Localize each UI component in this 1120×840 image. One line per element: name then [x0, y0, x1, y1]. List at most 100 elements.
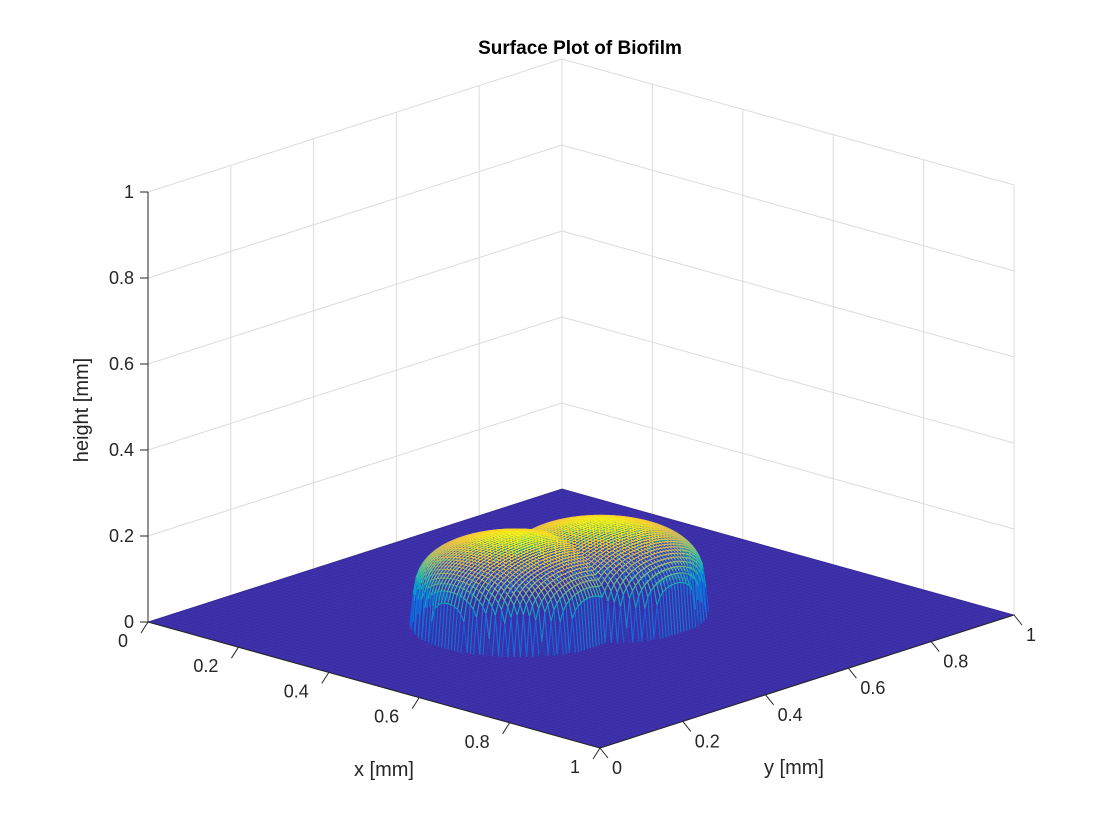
mesh-line: [586, 515, 590, 518]
mesh-line: [436, 565, 441, 571]
mesh-line: [650, 591, 655, 640]
mesh-line: [488, 542, 492, 545]
mesh-line: [647, 581, 652, 592]
mesh-line: [565, 584, 570, 591]
mesh-line: [589, 540, 594, 581]
mesh-line: [458, 575, 873, 709]
mesh-line: [435, 560, 440, 565]
mesh-line: [484, 538, 488, 541]
mesh-line: [463, 550, 468, 554]
mesh-line: [556, 548, 561, 551]
mesh-line: [496, 559, 500, 563]
mesh-line: [490, 535, 494, 539]
gridline: [147, 58, 563, 193]
mesh-line: [526, 555, 531, 559]
mesh-line: [631, 590, 637, 609]
mesh-line: [492, 530, 496, 533]
mesh-line: [605, 519, 609, 522]
mesh-line: [472, 597, 477, 610]
mesh-line: [456, 575, 461, 581]
mesh-line: [515, 591, 930, 725]
mesh-line: [497, 540, 501, 543]
mesh-line: [568, 522, 573, 526]
mesh-line: [463, 544, 467, 548]
mesh-line: [465, 539, 469, 543]
mesh-line: [574, 519, 578, 522]
mesh-line: [540, 526, 544, 529]
mesh-line: [490, 537, 494, 540]
mesh-line: [486, 533, 490, 536]
mesh-line: [509, 565, 513, 569]
mesh-line: [526, 552, 530, 556]
mesh-line: [583, 517, 587, 520]
mesh-line: [543, 542, 548, 545]
mesh-line: [674, 583, 679, 634]
mesh-line: [502, 533, 506, 536]
mesh-line: [452, 539, 456, 542]
mesh-line: [624, 523, 628, 526]
mesh-line: [594, 526, 598, 529]
mesh-line: [504, 529, 508, 532]
mesh-line: [429, 564, 434, 569]
mesh-line: [544, 548, 548, 551]
mesh-line: [580, 520, 585, 523]
mesh-line: [569, 530, 574, 533]
mesh-line: [458, 564, 463, 568]
mesh-line: [635, 607, 640, 643]
mesh-line: [424, 581, 429, 593]
mesh-line: [496, 534, 500, 536]
mesh-line: [567, 538, 572, 542]
mesh-line: [500, 583, 505, 588]
mesh-line: [517, 551, 521, 554]
mesh-line: [494, 581, 499, 586]
mesh-line: [546, 522, 550, 526]
mesh-line: [487, 570, 492, 574]
mesh-line: [547, 604, 552, 622]
mesh-line: [487, 535, 491, 538]
mesh-line: [435, 555, 439, 560]
mesh-line: [589, 516, 593, 519]
mesh-line: [457, 550, 461, 554]
mesh-line: [522, 541, 526, 545]
mesh-line: [438, 557, 443, 561]
mesh-line: [592, 534, 596, 537]
mesh-line: [417, 599, 422, 638]
mesh-line: [498, 554, 503, 558]
mesh-line: [559, 598, 564, 611]
mesh-line: [566, 531, 571, 535]
mesh-line: [445, 565, 450, 570]
mesh-line: [552, 522, 557, 525]
mesh-line: [534, 589, 539, 596]
mesh-line: [480, 536, 485, 539]
mesh-line: [443, 573, 448, 579]
mesh-line: [474, 534, 478, 537]
mesh-line: [546, 541, 551, 544]
mesh-line: [426, 565, 431, 571]
mesh-line: [519, 604, 524, 615]
mesh-line: [543, 525, 547, 528]
mesh-line: [536, 525, 541, 528]
mesh-line: [587, 519, 591, 522]
mesh-line: [486, 583, 902, 717]
gridline: [147, 402, 563, 537]
mesh-line: [511, 534, 516, 536]
mesh-line: [549, 524, 554, 528]
mesh-line: [452, 539, 456, 543]
mesh-line: [482, 545, 486, 548]
mesh-line: [454, 554, 459, 558]
mesh-line: [550, 621, 555, 656]
gridline: [147, 316, 563, 451]
mesh-line: [443, 591, 449, 604]
mesh-line: [574, 585, 579, 593]
mesh-line: [556, 490, 1009, 617]
mesh-line: [520, 534, 525, 537]
mesh-line: [562, 525, 567, 528]
mesh-line: [553, 529, 558, 533]
mesh-line: [544, 530, 548, 533]
mesh-line: [484, 572, 489, 577]
mesh-line: [474, 538, 479, 542]
mesh-line: [467, 536, 472, 539]
mesh-line: [490, 534, 494, 537]
mesh-line: [574, 543, 578, 547]
mesh-line: [534, 538, 538, 541]
